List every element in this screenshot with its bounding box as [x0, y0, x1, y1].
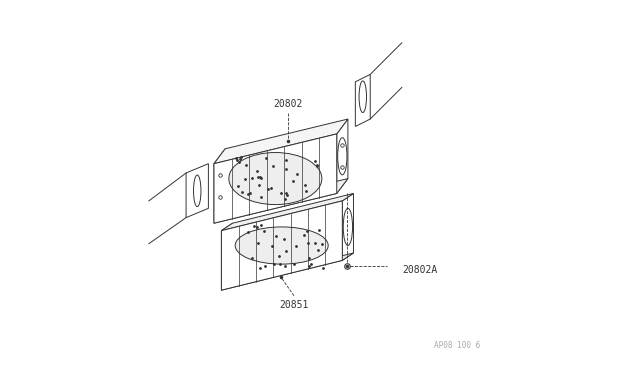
Polygon shape	[221, 223, 232, 290]
Ellipse shape	[338, 138, 347, 175]
Text: 20851: 20851	[279, 300, 308, 310]
Polygon shape	[214, 134, 337, 223]
Ellipse shape	[215, 167, 224, 205]
Polygon shape	[342, 193, 353, 260]
Ellipse shape	[222, 238, 232, 275]
Polygon shape	[214, 149, 225, 223]
Ellipse shape	[343, 208, 353, 246]
Polygon shape	[214, 119, 348, 164]
Polygon shape	[337, 119, 348, 193]
Text: 20802A: 20802A	[402, 265, 437, 275]
Polygon shape	[221, 201, 342, 290]
Text: 20802: 20802	[274, 99, 303, 109]
Text: AP08 100 6: AP08 100 6	[434, 341, 480, 350]
Ellipse shape	[229, 153, 322, 205]
Ellipse shape	[193, 175, 201, 207]
Polygon shape	[214, 179, 348, 223]
Polygon shape	[186, 164, 209, 218]
Ellipse shape	[359, 81, 367, 112]
Polygon shape	[355, 74, 370, 126]
Ellipse shape	[235, 227, 328, 264]
Polygon shape	[221, 193, 353, 231]
Polygon shape	[221, 253, 353, 290]
